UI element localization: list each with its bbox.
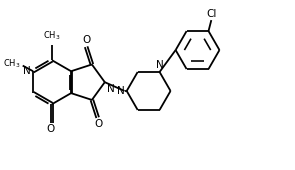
Text: O: O xyxy=(94,119,103,129)
Text: N: N xyxy=(117,86,124,96)
Text: O: O xyxy=(83,35,91,45)
Text: N: N xyxy=(107,84,115,95)
Text: O: O xyxy=(47,124,55,134)
Text: Cl: Cl xyxy=(207,9,217,19)
Text: CH$_3$: CH$_3$ xyxy=(43,30,61,42)
Text: N: N xyxy=(23,66,31,76)
Text: N: N xyxy=(156,60,163,70)
Text: CH$_3$: CH$_3$ xyxy=(3,58,20,70)
